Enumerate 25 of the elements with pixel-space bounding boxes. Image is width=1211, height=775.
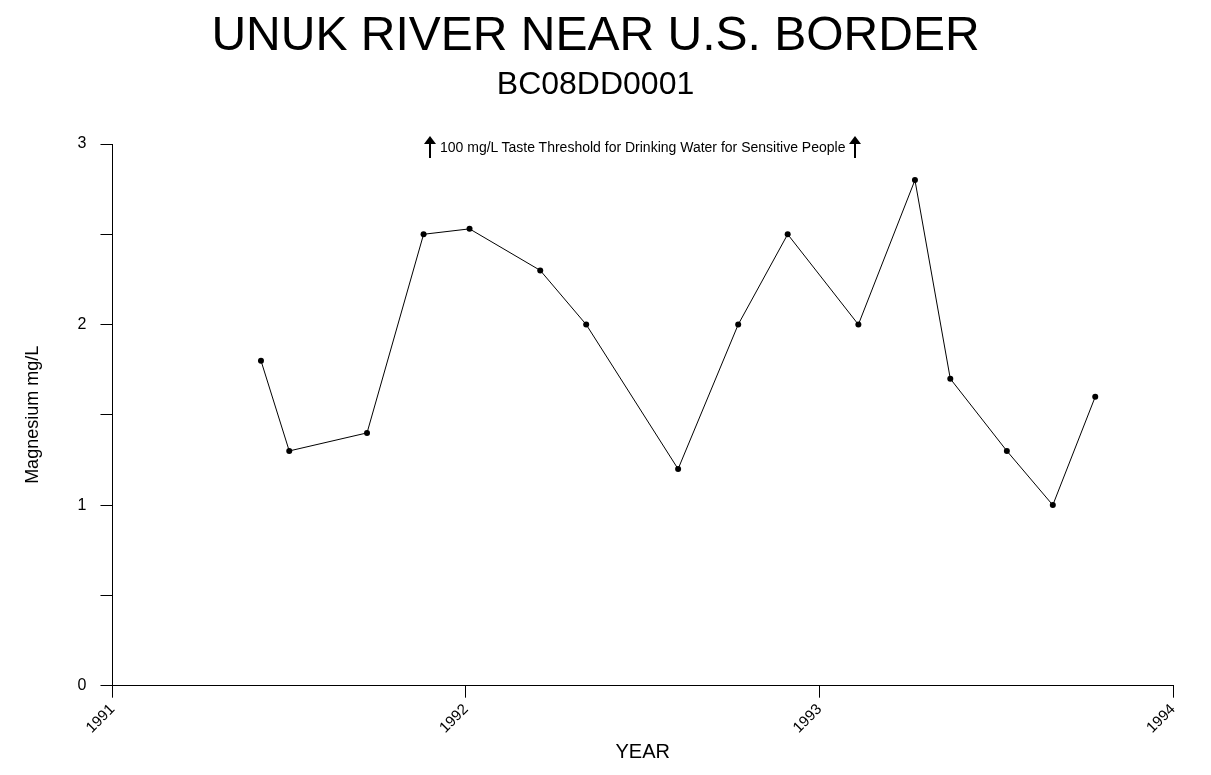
- point: [675, 466, 682, 473]
- point: [583, 321, 590, 328]
- point: [947, 375, 954, 382]
- point: [1092, 393, 1099, 400]
- point: [537, 267, 544, 274]
- point: [1049, 502, 1056, 509]
- chart-subtitle: BC08DD0001: [496, 64, 695, 101]
- point: [286, 447, 293, 454]
- point: [257, 357, 264, 364]
- point: [420, 231, 427, 238]
- y-tick-label: 2: [77, 314, 87, 332]
- x-axis-title: YEAR: [615, 739, 670, 762]
- y-tick-label: 0: [77, 676, 87, 694]
- y-tick-label: 3: [77, 134, 87, 152]
- point: [1003, 447, 1010, 454]
- y-axis-title: Magnesium mg/L: [21, 345, 42, 484]
- chart-title: UNUK RIVER NEAR U.S. BORDER: [211, 7, 980, 61]
- point: [735, 321, 742, 328]
- point: [466, 225, 473, 232]
- point: [911, 177, 918, 184]
- point: [364, 429, 371, 436]
- annotation: 100 mg/L Taste Threshold for Drinking Water for Sensitive People: [440, 139, 846, 155]
- point: [784, 231, 791, 238]
- y-tick-label: 1: [77, 495, 87, 513]
- point: [855, 321, 862, 328]
